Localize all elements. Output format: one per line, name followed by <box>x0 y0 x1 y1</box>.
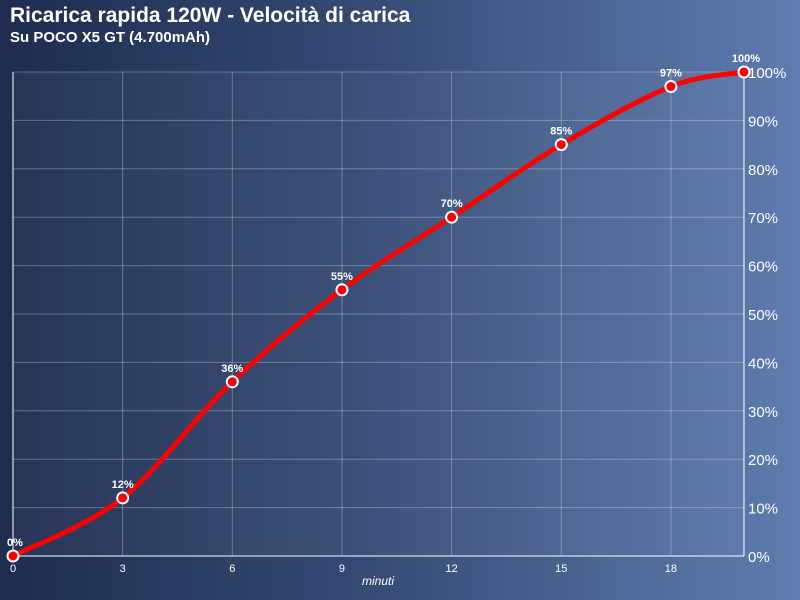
x-tick-label: 0 <box>10 563 16 575</box>
x-tick-label: 6 <box>229 563 235 575</box>
y-tick-label: 50% <box>748 307 778 324</box>
y-tick-label: 0% <box>748 549 770 566</box>
y-tick-label: 20% <box>748 452 778 469</box>
x-tick-label: 9 <box>339 563 345 575</box>
x-axis-title: minuti <box>362 574 394 588</box>
axes <box>12 72 745 557</box>
x-tick-label: 15 <box>555 563 567 575</box>
x-tick-label: 12 <box>445 563 457 575</box>
data-point <box>116 491 130 505</box>
chart-title: Ricarica rapida 120W - Velocità di caric… <box>10 4 411 27</box>
x-axis-ticks: 0 3 6 9 12 15 18 <box>10 563 677 575</box>
series-group: 0% 12% 36% 55% 70% 85% 97% 100% <box>6 53 760 563</box>
data-label: 100% <box>732 53 760 65</box>
data-point <box>554 138 568 152</box>
data-point <box>445 210 459 224</box>
x-tick-label: 18 <box>665 563 677 575</box>
series-line <box>10 69 747 559</box>
y-tick-label: 90% <box>748 113 778 130</box>
y-tick-label: 10% <box>748 501 778 518</box>
y-tick-label: 80% <box>748 162 778 179</box>
x-tick-label: 3 <box>120 563 126 575</box>
y-tick-label: 30% <box>748 404 778 421</box>
data-label: 70% <box>441 198 463 210</box>
y-tick-label: 60% <box>748 259 778 276</box>
chart-subtitle: Su POCO X5 GT (4.700mAh) <box>10 29 211 46</box>
y-tick-label: 40% <box>748 355 778 372</box>
y-tick-label: 70% <box>748 210 778 227</box>
plot-area <box>13 72 744 556</box>
data-label: 36% <box>221 363 243 375</box>
y-axis-ticks: 0% 10% 20% 30% 40% 50% 60% 70% 80% 90% 100% <box>748 65 786 566</box>
data-label: 12% <box>112 479 134 491</box>
data-point <box>335 283 349 297</box>
data-label: 0% <box>7 537 23 549</box>
data-point <box>225 375 239 389</box>
data-point <box>664 80 678 94</box>
data-label: 85% <box>550 126 572 138</box>
y-tick-label: 100% <box>748 65 786 82</box>
data-point <box>737 65 751 79</box>
data-label: 55% <box>331 271 353 283</box>
data-point <box>6 549 20 563</box>
data-label: 97% <box>660 68 682 80</box>
